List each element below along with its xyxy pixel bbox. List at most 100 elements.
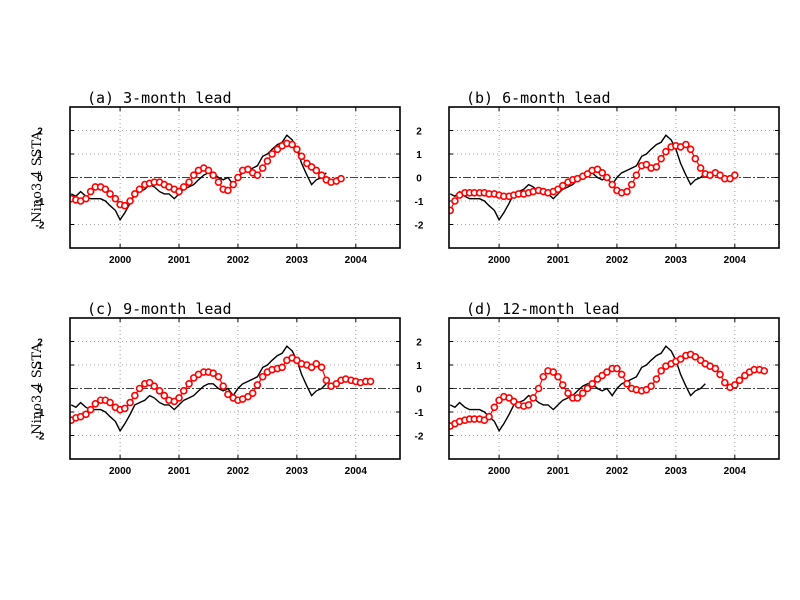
forecast-point	[711, 364, 720, 373]
forecast-point	[312, 166, 321, 175]
forecast-point	[106, 190, 114, 198]
panel-b-title: (b) 6-month lead	[466, 89, 611, 107]
forecast-point	[608, 180, 617, 189]
forecast-point	[253, 171, 262, 179]
y-tick-label: 2	[37, 338, 43, 349]
forecast-point	[558, 381, 567, 389]
forecast-point	[91, 399, 100, 408]
x-tick-label: 2003	[286, 466, 309, 477]
y-tick-label: -1	[36, 197, 45, 208]
forecast-point	[229, 180, 238, 189]
y-tick-label: 1	[416, 150, 422, 161]
panel-c-plot: 2000 2001 2002 2003 2004 -2 -1 0 1 2	[36, 317, 401, 477]
y-tick-label: 2	[416, 338, 422, 349]
forecast-point	[696, 164, 705, 172]
x-tick-label: 2000	[488, 466, 511, 477]
x-tick-label: 2000	[488, 255, 511, 266]
forecast-point	[179, 387, 188, 395]
forecast-point	[224, 390, 232, 399]
x-tick-label: 2001	[547, 255, 570, 266]
observed-line	[449, 345, 706, 433]
forecast-point	[720, 378, 729, 387]
panel-c-ylabel: Nino3.4 SSTA	[30, 343, 45, 435]
x-tick-label: 2003	[665, 466, 688, 477]
forecast-point	[219, 382, 228, 390]
chart-panel-d: (d) 12-month lead 2000 2001 2002 2003 2004 -2…	[415, 300, 780, 477]
forecast-point	[263, 157, 272, 165]
x-tick-label: 2004	[345, 255, 368, 266]
forecast-point	[288, 140, 296, 149]
forecast-point	[297, 152, 306, 161]
x-tick-label: 2002	[227, 255, 250, 266]
forecast-point	[224, 186, 232, 195]
x-tick-label: 2000	[109, 255, 132, 266]
forecast-point	[185, 178, 193, 186]
plot-frame	[448, 106, 780, 249]
forecast-point	[529, 394, 538, 402]
forecast-point	[111, 194, 120, 203]
forecast-point	[760, 367, 769, 375]
forecast-point	[312, 360, 321, 368]
forecast-point	[657, 154, 665, 163]
plot-frame	[69, 317, 401, 460]
forecast-point	[524, 401, 533, 409]
forecast-point	[623, 379, 631, 388]
forecast-point	[317, 363, 326, 372]
forecast-point	[317, 171, 326, 179]
forecast-point	[603, 368, 611, 376]
forecast-point	[598, 169, 607, 177]
forecast-point	[106, 398, 114, 407]
panel-a-plot: 2000 2001 2002 2003 2004 -2 -1 0 1 2	[36, 106, 401, 266]
chart-panel-a: (a) 3-month lead Nino3.4 SSTA 2000 2001 20…	[30, 89, 401, 266]
plot-frame	[69, 106, 401, 249]
forecast-point	[121, 404, 129, 413]
forecast-point	[175, 394, 183, 402]
y-tick-label: 0	[37, 174, 43, 185]
forecast-point	[657, 367, 665, 375]
x-tick-label: 2004	[345, 466, 368, 477]
forecast-point	[449, 206, 454, 215]
y-tick-label: -2	[415, 432, 424, 443]
y-tick-label: 0	[416, 385, 422, 396]
observed-line	[70, 345, 327, 433]
forecast-point	[131, 190, 139, 198]
forecast-point	[258, 164, 267, 172]
forecast-point	[204, 166, 213, 175]
forecast-point	[603, 173, 611, 182]
forecast-point	[160, 391, 169, 400]
forecast-point	[86, 405, 95, 414]
panel-d-plot: 2000 2001 2002 2003 2004 -2 -1 0 1 2	[415, 317, 780, 477]
forecast-point	[691, 352, 700, 361]
panel-c-title: (c) 9-month lead	[87, 300, 232, 318]
forecast-point	[155, 387, 164, 395]
y-tick-label: 0	[416, 174, 422, 185]
forecast-point	[623, 187, 631, 196]
series-group	[70, 345, 375, 433]
forecast-point	[731, 381, 739, 389]
series-group	[449, 345, 769, 433]
forecast-point	[337, 174, 345, 183]
x-tick-label: 2001	[168, 255, 191, 266]
forecast-point	[731, 171, 739, 179]
forecast-point	[214, 178, 223, 186]
forecast-point	[126, 398, 134, 407]
forecast-point	[573, 394, 582, 402]
forecast-point	[234, 173, 242, 182]
panel-d-title: (d) 12-month lead	[466, 300, 620, 318]
forecast-point	[175, 187, 183, 196]
forecast-point	[278, 363, 286, 372]
forecast-point	[490, 403, 499, 412]
forecast-point	[253, 381, 262, 389]
forecast-point	[485, 412, 493, 421]
series-group	[70, 134, 345, 222]
forecast-point	[322, 376, 331, 385]
forecast-point	[691, 154, 700, 163]
forecast-point	[578, 389, 587, 398]
forecast-point	[451, 197, 459, 205]
forecast-point	[554, 372, 562, 381]
forecast-point	[588, 379, 596, 388]
forecast-point	[652, 375, 661, 383]
y-tick-label: -2	[415, 221, 424, 232]
